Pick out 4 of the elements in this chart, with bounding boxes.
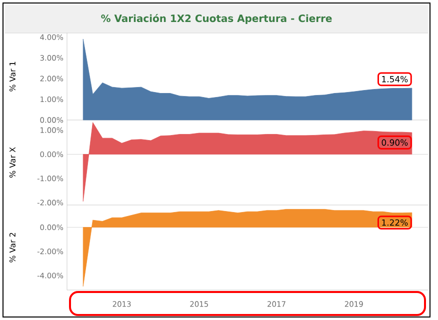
chart-title: % Variación 1X2 Cuotas Apertura - Cierre xyxy=(101,14,332,24)
data-label: 1.22% xyxy=(382,219,408,226)
data-label: 0.90% xyxy=(382,139,408,146)
data-label: 1.54% xyxy=(382,76,408,82)
